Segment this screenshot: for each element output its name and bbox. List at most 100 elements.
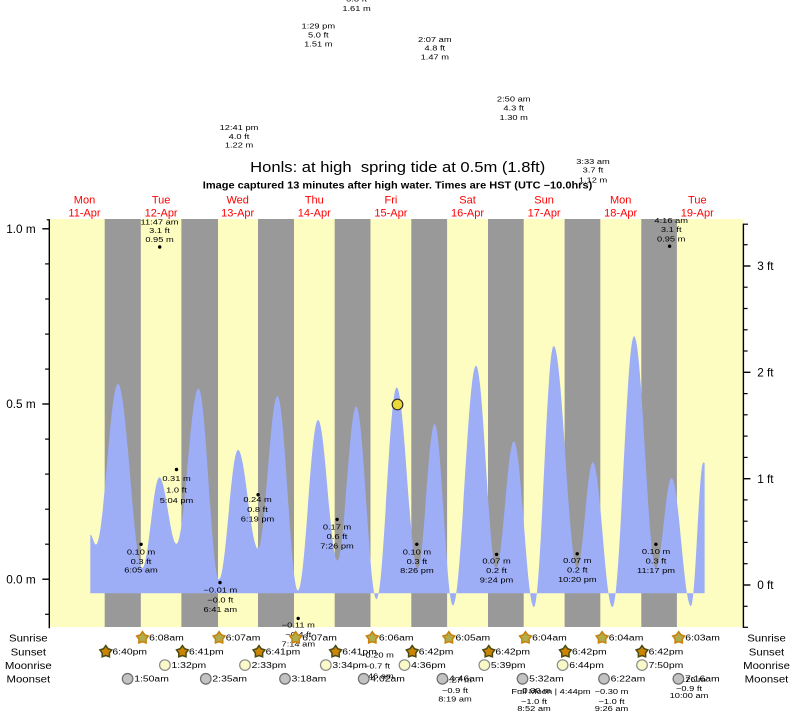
svg-text:2:35am: 2:35am: [212, 674, 247, 684]
svg-text:4:16 am: 4:16 am: [654, 216, 688, 225]
svg-text:5:04 pm: 5:04 pm: [160, 496, 194, 505]
svg-text:2:07 am: 2:07 am: [418, 35, 452, 44]
svg-text:1.0 ft: 1.0 ft: [166, 486, 187, 495]
svg-text:0.95 m: 0.95 m: [145, 235, 173, 244]
svg-text:Image captured 13 minutes afte: Image captured 13 minutes after high wat…: [203, 181, 592, 191]
svg-text:11:17 pm: 11:17 pm: [637, 566, 675, 575]
svg-text:5:32am: 5:32am: [529, 674, 564, 684]
svg-text:Mon: Mon: [74, 194, 95, 206]
svg-text:1.0 m: 1.0 m: [6, 222, 36, 236]
svg-text:3:18am: 3:18am: [292, 674, 327, 684]
svg-text:Thu: Thu: [305, 194, 324, 206]
svg-text:1:32pm: 1:32pm: [172, 660, 207, 670]
svg-text:0.24 m: 0.24 m: [243, 495, 271, 504]
svg-text:−0.20 m: −0.20 m: [360, 651, 394, 660]
svg-text:0.31 m: 0.31 m: [162, 474, 190, 483]
svg-text:2 ft: 2 ft: [757, 366, 774, 380]
svg-text:Sunrise: Sunrise: [747, 633, 786, 644]
svg-text:6:40pm: 6:40pm: [112, 647, 147, 657]
svg-text:Moonrise: Moonrise: [743, 660, 790, 671]
svg-text:Full Moon | 4:44pm: Full Moon | 4:44pm: [511, 687, 590, 696]
svg-text:4.0 ft: 4.0 ft: [229, 132, 250, 141]
svg-text:4:02am: 4:02am: [370, 674, 405, 684]
svg-text:1 ft: 1 ft: [757, 472, 774, 486]
svg-text:6:05am: 6:05am: [456, 633, 491, 643]
svg-text:6:04am: 6:04am: [532, 633, 567, 643]
svg-text:0.3 ft: 0.3 ft: [646, 557, 667, 566]
svg-text:8:52 am: 8:52 am: [517, 704, 551, 713]
svg-text:Sun: Sun: [534, 194, 554, 206]
svg-text:0.10 m: 0.10 m: [403, 547, 431, 556]
svg-text:7:46 am: 7:46 am: [360, 671, 394, 680]
svg-text:0.95 m: 0.95 m: [657, 234, 685, 243]
svg-text:3.7 ft: 3.7 ft: [583, 165, 604, 174]
svg-text:18-Apr: 18-Apr: [604, 208, 637, 220]
svg-text:3 ft: 3 ft: [757, 259, 774, 273]
svg-text:−0.01 m: −0.01 m: [203, 586, 237, 595]
svg-text:−0.7 ft: −0.7 ft: [364, 662, 391, 671]
svg-text:6:42pm: 6:42pm: [572, 647, 607, 657]
svg-text:8:19 am: 8:19 am: [438, 695, 472, 704]
svg-text:Moonset: Moonset: [745, 674, 789, 685]
svg-text:15-Apr: 15-Apr: [374, 208, 407, 220]
svg-text:Honls: at high spring tide at: Honls: at high spring tide at 0.5m (1.8f…: [250, 160, 545, 176]
svg-text:1.30 m: 1.30 m: [500, 113, 528, 122]
svg-text:3.1 ft: 3.1 ft: [149, 226, 170, 235]
svg-text:0.2 ft: 0.2 ft: [567, 566, 588, 575]
svg-text:0 ft: 0 ft: [757, 578, 774, 592]
svg-text:19-Apr: 19-Apr: [681, 208, 714, 220]
svg-text:3.1 ft: 3.1 ft: [661, 225, 682, 234]
svg-text:0.10 m: 0.10 m: [127, 547, 155, 556]
svg-text:7:26 pm: 7:26 pm: [320, 541, 354, 550]
svg-text:6:19 pm: 6:19 pm: [241, 515, 275, 524]
svg-text:7:50pm: 7:50pm: [649, 660, 684, 670]
svg-text:6:42pm: 6:42pm: [649, 647, 684, 657]
svg-text:4.3 ft: 4.3 ft: [503, 104, 524, 113]
svg-text:6:41pm: 6:41pm: [342, 647, 377, 657]
svg-text:Wed: Wed: [226, 194, 248, 206]
svg-text:1.61 m: 1.61 m: [342, 4, 370, 13]
svg-text:Sunset: Sunset: [11, 647, 46, 658]
svg-text:6:42pm: 6:42pm: [495, 647, 530, 657]
svg-text:−0.4 ft: −0.4 ft: [285, 630, 312, 639]
svg-text:Tue: Tue: [688, 194, 707, 206]
svg-text:0.07 m: 0.07 m: [482, 556, 510, 565]
svg-text:−0.30 m: −0.30 m: [595, 687, 629, 696]
svg-text:11:47 am: 11:47 am: [140, 218, 178, 227]
svg-text:0.17 m: 0.17 m: [323, 523, 351, 532]
svg-text:11-Apr: 11-Apr: [68, 208, 101, 220]
svg-text:6:42pm: 6:42pm: [419, 647, 454, 657]
svg-text:6:07am: 6:07am: [226, 633, 261, 643]
svg-text:6:08am: 6:08am: [149, 633, 184, 643]
svg-text:1.47 m: 1.47 m: [421, 53, 449, 62]
svg-text:5:39pm: 5:39pm: [491, 660, 526, 670]
svg-text:6:44pm: 6:44pm: [569, 660, 604, 670]
svg-text:Moonset: Moonset: [6, 674, 50, 685]
svg-text:7:16am: 7:16am: [685, 674, 720, 684]
svg-text:Sunset: Sunset: [749, 647, 784, 658]
svg-text:3:34pm: 3:34pm: [332, 660, 367, 670]
svg-text:6:05 am: 6:05 am: [124, 566, 158, 575]
svg-text:6:22am: 6:22am: [611, 674, 646, 684]
svg-text:0.07 m: 0.07 m: [563, 556, 591, 565]
svg-text:−0.9 ft: −0.9 ft: [676, 684, 703, 693]
svg-text:7:14 am: 7:14 am: [282, 639, 316, 648]
svg-text:4.8 ft: 4.8 ft: [424, 43, 445, 52]
svg-text:1.12 m: 1.12 m: [579, 175, 607, 184]
svg-text:5.0 ft: 5.0 ft: [308, 30, 329, 39]
svg-text:0.5 m: 0.5 m: [6, 397, 36, 411]
svg-text:Mon: Mon: [610, 194, 631, 206]
svg-text:6:41 am: 6:41 am: [204, 605, 238, 614]
svg-text:Sunrise: Sunrise: [9, 633, 48, 644]
svg-text:Fri: Fri: [384, 194, 397, 206]
svg-text:−1.0 ft: −1.0 ft: [521, 697, 548, 706]
svg-text:8:26 pm: 8:26 pm: [400, 566, 434, 575]
svg-text:Sat: Sat: [459, 194, 476, 206]
svg-text:Tue: Tue: [152, 194, 171, 206]
svg-text:12:41 pm: 12:41 pm: [220, 123, 259, 132]
svg-text:13-Apr: 13-Apr: [221, 208, 254, 220]
svg-text:1.51 m: 1.51 m: [304, 39, 332, 48]
svg-text:10:00 am: 10:00 am: [670, 691, 709, 700]
svg-text:0.6 ft: 0.6 ft: [327, 532, 348, 541]
svg-text:14-Apr: 14-Apr: [298, 208, 331, 220]
